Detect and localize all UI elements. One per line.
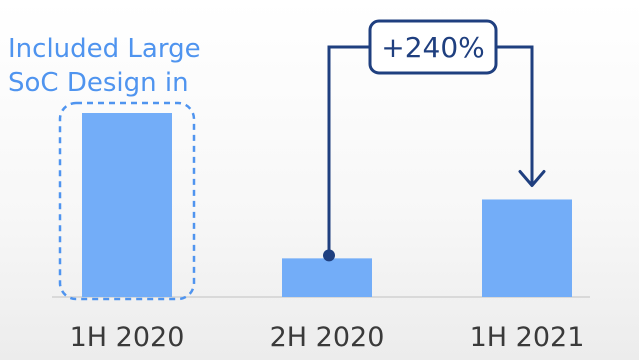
x-tick-label: 1H 2021: [470, 322, 585, 353]
note-line-2: SoC Design in: [8, 68, 189, 98]
note-line-1: Included Large: [8, 34, 201, 64]
growth-label: +240%: [381, 31, 485, 64]
bar-1h-2021: [482, 199, 572, 297]
connector-start-dot: [323, 249, 335, 262]
bar-1h-2020: [82, 113, 172, 297]
x-tick-label: 2H 2020: [270, 322, 385, 353]
growth-badge: [368, 19, 498, 75]
arrow-down-icon: [518, 169, 546, 187]
highlight-dashed-box: [58, 101, 196, 301]
x-tick-label: 1H 2020: [70, 322, 185, 353]
tick-labels-group: 1H 2020 2H 2020 1H 2021: [70, 322, 585, 353]
bar-2h-2020: [282, 258, 372, 297]
bars-group: [82, 113, 572, 297]
